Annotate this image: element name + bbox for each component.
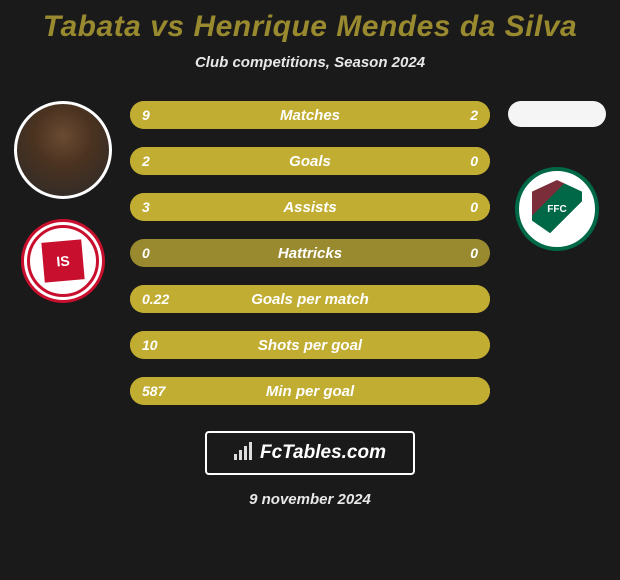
stat-value-left: 9	[142, 107, 150, 123]
club-badge-left-text: IS	[41, 239, 84, 282]
stat-row: 20Goals	[130, 147, 490, 175]
stat-value-left: 10	[142, 337, 158, 353]
stat-value-right: 2	[470, 107, 478, 123]
club-badge-right-text: FFC	[532, 180, 582, 238]
right-player-column: FFC	[502, 101, 612, 251]
left-player-column: IS	[8, 101, 118, 303]
stat-row: 10Shots per goal	[130, 331, 490, 359]
club-badge-left: IS	[21, 219, 105, 303]
club-badge-right: FFC	[515, 167, 599, 251]
stat-label: Hattricks	[130, 245, 490, 262]
stat-value-right: 0	[470, 245, 478, 261]
stat-value-left: 587	[142, 383, 165, 399]
stat-fill-left	[130, 377, 490, 405]
player-right-name: Henrique Mendes da Silva	[193, 10, 577, 43]
site-logo: FcTables.com	[205, 431, 415, 475]
stat-row: 587Min per goal	[130, 377, 490, 405]
chart-icon	[234, 442, 254, 465]
stat-row: 92Matches	[130, 101, 490, 129]
stat-value-left: 2	[142, 153, 150, 169]
vs-text: vs	[150, 10, 193, 43]
stat-fill-left	[130, 147, 490, 175]
site-logo-text: FcTables.com	[260, 442, 386, 464]
stat-fill-right	[425, 101, 490, 129]
stats-table: 92Matches20Goals30Assists00Hattricks0.22…	[130, 101, 490, 405]
stat-fill-left	[130, 331, 490, 359]
stat-row: 30Assists	[130, 193, 490, 221]
player-right-photo	[508, 101, 606, 127]
snapshot-date: 9 november 2024	[0, 491, 620, 508]
stat-value-left: 3	[142, 199, 150, 215]
comparison-body: IS FFC 92Matches20Goals30Assists00Hattri…	[0, 101, 620, 405]
stat-fill-left	[130, 193, 490, 221]
stat-value-left: 0	[142, 245, 150, 261]
stat-value-right: 0	[470, 199, 478, 215]
stat-value-left: 0.22	[142, 291, 169, 307]
player-left-name: Tabata	[43, 10, 142, 43]
comparison-title: Tabata vs Henrique Mendes da Silva	[0, 0, 620, 44]
player-left-photo	[14, 101, 112, 199]
stat-fill-left	[130, 101, 425, 129]
stat-row: 0.22Goals per match	[130, 285, 490, 313]
stat-value-right: 0	[470, 153, 478, 169]
season-subtitle: Club competitions, Season 2024	[0, 54, 620, 71]
stat-fill-left	[130, 285, 490, 313]
stat-row: 0 0Hattricks	[130, 239, 490, 267]
